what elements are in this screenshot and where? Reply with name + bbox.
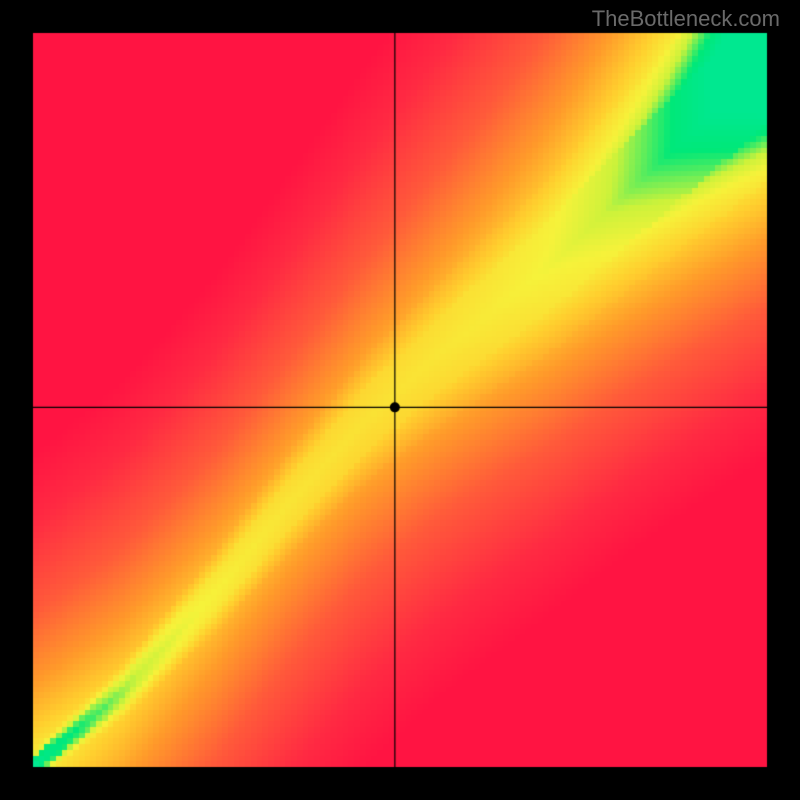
watermark-text: TheBottleneck.com [592,6,780,32]
bottleneck-heatmap-canvas [0,0,800,800]
chart-container: TheBottleneck.com [0,0,800,800]
